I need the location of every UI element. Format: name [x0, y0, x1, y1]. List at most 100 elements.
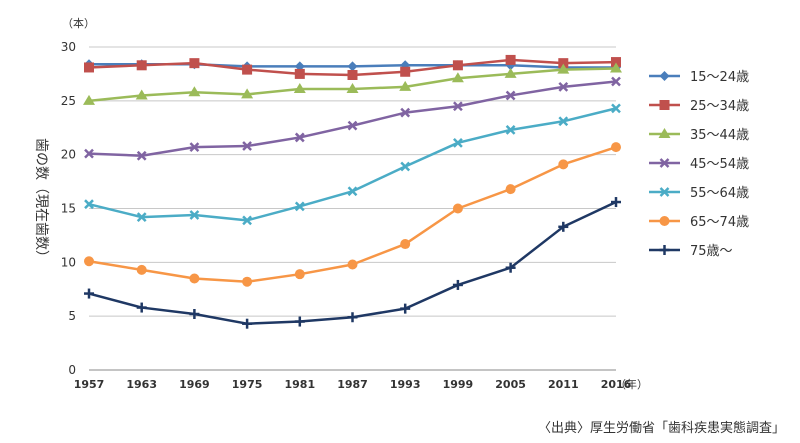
data-point — [136, 60, 147, 71]
data-point — [294, 132, 305, 143]
marker-stroke — [400, 161, 411, 172]
data-point — [347, 259, 358, 270]
data-point — [347, 186, 358, 197]
data-point — [611, 103, 621, 114]
legend-item: 65～74歳 — [649, 215, 749, 230]
legend-marker — [659, 216, 670, 226]
x-tick-label: 1975 — [232, 378, 263, 391]
data-point — [242, 276, 253, 287]
data-point — [242, 141, 252, 151]
y-tick-label: 15 — [61, 202, 76, 216]
y-tick-label: 30 — [61, 40, 76, 54]
marker-stroke — [558, 81, 569, 92]
y-axis-title: 歯の数（現在歯数） — [33, 138, 49, 264]
y-tick-label: 20 — [61, 148, 76, 162]
legend-marker — [659, 245, 670, 255]
data-point — [189, 58, 200, 69]
legend-item: 15～24歳 — [649, 70, 749, 85]
data-point — [504, 67, 517, 78]
series-3 — [83, 62, 622, 105]
marker-stroke — [242, 141, 252, 151]
marker-stroke — [453, 101, 463, 112]
legend-marker — [659, 71, 670, 81]
data-point — [84, 199, 94, 210]
data-point — [453, 101, 463, 112]
marker-stroke — [136, 212, 147, 222]
data-point — [189, 210, 200, 220]
data-point — [557, 63, 570, 74]
data-point — [505, 184, 516, 195]
marker-stroke — [400, 107, 411, 118]
series-2 — [84, 54, 621, 80]
series-4 — [84, 76, 621, 161]
data-point — [84, 148, 94, 159]
x-axis: 1957 1963 1969 1975 1981 1987 1993 1999 2005 2011… — [74, 378, 632, 391]
legend-item: 45～54歳 — [649, 157, 749, 172]
data-point — [189, 309, 200, 320]
data-point — [294, 68, 305, 79]
data-point — [294, 316, 305, 327]
y-tick-label: 10 — [61, 255, 76, 269]
data-point — [610, 62, 622, 73]
data-point — [189, 273, 200, 284]
data-point — [189, 142, 200, 153]
y-tick-label: 5 — [68, 309, 76, 323]
data-point — [611, 142, 621, 153]
marker-stroke — [505, 125, 516, 135]
data-point — [611, 57, 621, 68]
series-group — [83, 54, 622, 329]
legend-label: 35～44歳 — [690, 128, 749, 143]
data-point — [505, 90, 516, 101]
legend-item: 25～34歳 — [649, 99, 749, 114]
data-point — [242, 215, 252, 226]
x-tick-label: 2011 — [548, 378, 579, 391]
data-point — [135, 89, 148, 100]
x-tick-label: 2016 — [601, 378, 632, 391]
legend-label: 55～64歳 — [690, 186, 749, 201]
marker-stroke — [242, 215, 252, 226]
marker-stroke — [347, 120, 358, 131]
legend-item: 75歳～ — [649, 244, 733, 259]
marker-stroke — [659, 158, 670, 168]
data-point — [400, 303, 411, 314]
data-point — [505, 125, 516, 135]
x-tick-label: 1963 — [126, 378, 157, 391]
data-point — [347, 61, 358, 72]
data-point — [84, 256, 94, 267]
legend-marker — [659, 158, 670, 168]
marker-stroke — [294, 132, 305, 143]
data-point — [347, 120, 358, 131]
y-tick-label: 0 — [68, 363, 76, 377]
legend-item: 35～44歳 — [649, 128, 749, 143]
data-point — [451, 72, 464, 83]
data-point — [242, 318, 253, 329]
marker-stroke — [659, 187, 670, 197]
marker-stroke — [611, 76, 621, 87]
data-point — [294, 61, 305, 72]
legend-marker — [659, 187, 670, 197]
data-point — [242, 64, 253, 75]
marker-stroke — [189, 210, 200, 220]
data-point — [611, 76, 621, 87]
data-point — [188, 86, 201, 97]
data-point — [558, 116, 569, 127]
data-point — [452, 203, 463, 214]
x-tick-label: 1981 — [284, 378, 315, 391]
data-point — [558, 159, 569, 170]
data-point — [558, 58, 569, 69]
data-point — [452, 60, 463, 71]
data-point — [136, 302, 147, 313]
legend-label: 65～74歳 — [690, 215, 749, 230]
data-point — [505, 262, 516, 273]
data-point — [453, 137, 463, 148]
legend-label: 15～24歳 — [690, 70, 749, 85]
legend-label: 45～54歳 — [690, 157, 749, 172]
x-unit-label: （年） — [615, 377, 648, 391]
data-point — [294, 201, 305, 212]
x-tick-label: 1969 — [179, 378, 210, 391]
y-tick-label: 25 — [61, 94, 76, 108]
marker-stroke — [505, 90, 516, 101]
x-tick-label: 2005 — [495, 378, 526, 391]
series-7 — [84, 197, 621, 329]
data-point — [294, 269, 305, 280]
